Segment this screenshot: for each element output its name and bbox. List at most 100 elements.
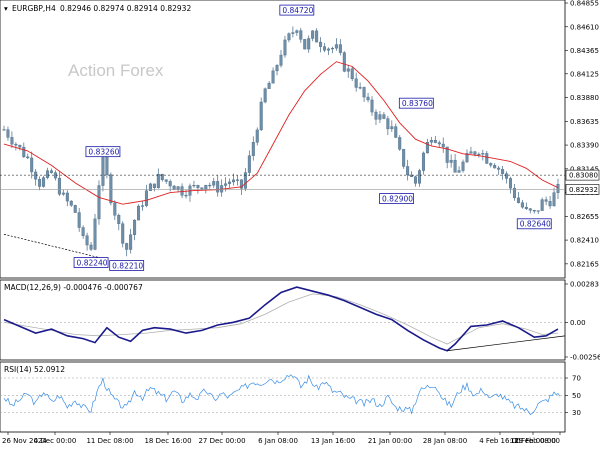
candle-body	[315, 30, 319, 43]
candle-body	[414, 176, 418, 184]
annotation-label: 0.82240	[77, 258, 108, 267]
annotation-box	[379, 193, 414, 204]
time-tick-label: 26 Nov 2024	[2, 437, 47, 445]
candle-body	[354, 78, 358, 88]
candle-body	[299, 30, 303, 40]
candle-body	[326, 48, 330, 51]
candle-body	[445, 146, 449, 163]
macd-tick-label: -0.002563	[570, 354, 600, 362]
candle-body	[295, 30, 299, 33]
annotation-label: 0.82900	[382, 194, 413, 203]
candle-body	[271, 70, 275, 84]
price-tick-label: 0.82165	[570, 260, 599, 268]
candle-body	[386, 118, 390, 130]
candle-body	[501, 169, 505, 174]
annotation-box	[516, 218, 552, 230]
candle-body	[307, 38, 311, 50]
candle-body	[208, 184, 212, 187]
price-tick-label: 0.83390	[570, 142, 599, 150]
candle-body	[548, 201, 552, 207]
candle-body	[461, 161, 465, 171]
candle-body	[232, 179, 236, 183]
candle-body	[516, 197, 520, 203]
candle-body	[81, 227, 85, 236]
candle-body	[85, 235, 89, 246]
macd-axis: 0.00283 0.00 -0.002563	[0, 281, 600, 362]
current-price-tag-box	[565, 184, 600, 195]
macd-label: MACD(12,26,9) -0.000476 -0.000767	[4, 283, 143, 292]
candle-body	[216, 181, 220, 193]
resistance-tag-box	[565, 169, 600, 181]
candle-body	[10, 137, 14, 145]
price-tick-label: 0.82410	[570, 237, 599, 245]
ohlc-values: 0.82946 0.82974 0.82914 0.82932	[60, 4, 191, 13]
candle-body	[148, 183, 152, 191]
candle-body	[38, 179, 42, 187]
candlesticks	[2, 26, 560, 257]
rsi-tick-label: 30	[572, 409, 581, 417]
candle-body	[160, 173, 164, 180]
candle-body	[129, 234, 133, 250]
candle-body	[164, 179, 168, 182]
candle-body	[239, 179, 243, 189]
candle-body	[172, 185, 176, 190]
candle-body	[184, 194, 188, 197]
candle-body	[224, 183, 228, 186]
candle-body	[26, 156, 30, 159]
annotation-box	[279, 4, 315, 16]
candle-body	[235, 179, 239, 181]
candle-body	[418, 170, 422, 184]
price-annotations: 0.83260 0.82240 0.82210 0.84720 0.83760 0.829…	[73, 4, 552, 271]
candle-body	[485, 153, 489, 164]
candle-body	[390, 126, 394, 130]
candle-body	[540, 199, 544, 211]
annotation-label: 0.82640	[520, 220, 551, 229]
annotation-box	[109, 260, 145, 271]
candle-body	[49, 170, 53, 173]
time-tick-label: 18 Dec 16:00	[144, 437, 191, 445]
candle-body	[287, 33, 291, 41]
candle-body	[493, 165, 497, 169]
candle-body	[137, 205, 141, 221]
candle-body	[77, 212, 81, 228]
current-price-tag: 0.82932	[569, 186, 598, 194]
candle-body	[291, 32, 295, 34]
time-tick-label: 11 Dec 08:00	[86, 437, 133, 445]
candle-body	[73, 205, 77, 213]
candle-body	[121, 223, 125, 244]
candle-body	[228, 181, 232, 184]
candle-body	[429, 140, 433, 143]
resistance-tag: 0.83080	[569, 172, 598, 180]
candle-body	[46, 170, 50, 178]
candle-body	[34, 171, 38, 180]
macd-panel-frame	[0, 279, 566, 361]
annotation-label: 0.83260	[88, 147, 119, 156]
time-tick-label: 27 Dec 00:00	[198, 437, 245, 445]
candle-body	[303, 39, 307, 50]
candle-body	[101, 152, 105, 186]
candle-body	[477, 153, 481, 156]
price-marker-lines: 0.83080 0.82932	[0, 169, 600, 195]
candle-body	[532, 210, 536, 212]
candle-body	[204, 184, 208, 190]
candle-body	[536, 210, 540, 212]
annotation-label: 0.84720	[282, 6, 313, 15]
candle-body	[449, 159, 453, 163]
candle-body	[457, 170, 461, 173]
symbol-dropdown-icon[interactable]: ▾	[4, 4, 8, 13]
candle-body	[192, 185, 196, 187]
support-trendline	[3, 233, 107, 260]
candle-body	[89, 244, 93, 250]
candle-body	[370, 99, 374, 113]
candle-body	[406, 166, 410, 176]
candle-body	[311, 30, 315, 39]
candle-body	[109, 174, 113, 204]
candle-body	[18, 144, 22, 148]
rsi-axis: 70 50 30	[0, 375, 581, 417]
price-tick-label: 0.84365	[570, 47, 599, 55]
candle-body	[505, 173, 509, 179]
macd-signal-line	[3, 293, 559, 345]
rsi-label: RSI(14) 52.0912	[4, 365, 65, 374]
macd-line	[3, 286, 559, 352]
rsi-tick-label: 50	[572, 392, 581, 400]
